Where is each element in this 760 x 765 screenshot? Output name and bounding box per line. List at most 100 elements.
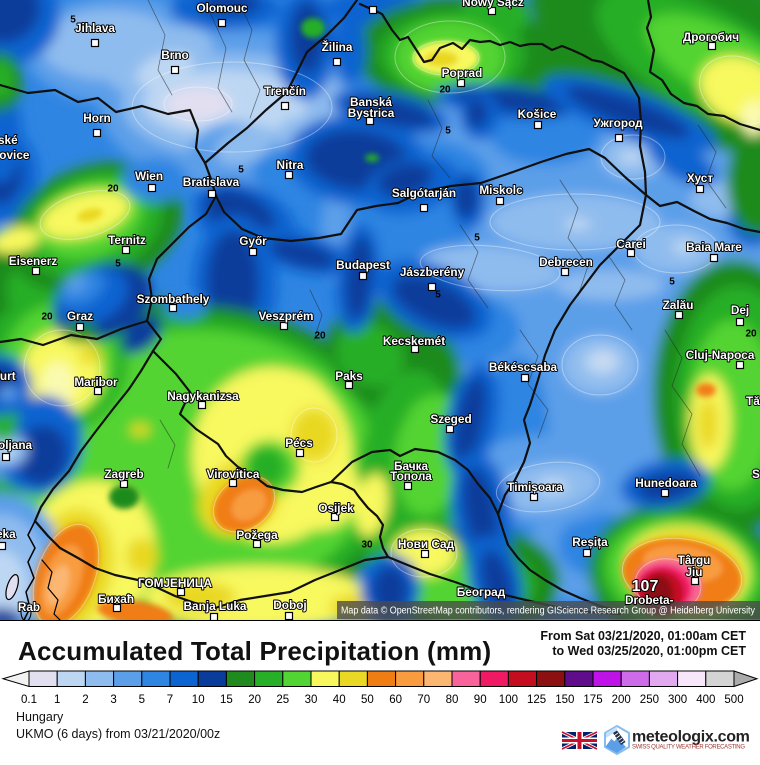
svg-text:Salgótarján: Salgótarján: [392, 186, 456, 200]
svg-text:100: 100: [499, 694, 518, 706]
svg-text:1: 1: [54, 694, 60, 706]
svg-text:Cluj-Napoca: Cluj-Napoca: [686, 348, 755, 362]
svg-text:15: 15: [220, 694, 233, 706]
svg-text:Београд: Београд: [457, 585, 506, 599]
svg-text:Debrecen: Debrecen: [539, 255, 593, 269]
svg-text:Jihlava: Jihlava: [75, 21, 115, 35]
svg-text:150: 150: [555, 694, 574, 706]
svg-text:2: 2: [82, 694, 88, 706]
svg-text:125: 125: [527, 694, 546, 706]
svg-text:200: 200: [612, 694, 631, 706]
svg-text:80: 80: [446, 694, 459, 706]
svg-text:3: 3: [110, 694, 116, 706]
svg-text:25: 25: [276, 694, 289, 706]
svg-text:20: 20: [314, 331, 326, 342]
svg-text:10: 10: [192, 694, 205, 706]
svg-text:Nitra: Nitra: [277, 158, 304, 172]
svg-text:oljana: oljana: [0, 438, 33, 452]
svg-text:jovice: jovice: [0, 148, 30, 162]
svg-text:Târgu: Târgu: [678, 553, 711, 567]
svg-text:Nowy Sącz: Nowy Sącz: [462, 0, 524, 9]
svg-text:Osijek: Osijek: [318, 501, 354, 515]
svg-text:Tă: Tă: [746, 394, 760, 408]
svg-text:Banja Luka: Banja Luka: [184, 599, 247, 613]
svg-text:Budapest: Budapest: [336, 258, 390, 272]
svg-text:Košice: Košice: [518, 107, 557, 121]
svg-text:Wien: Wien: [135, 169, 163, 183]
svg-text:Szombathely: Szombathely: [137, 292, 210, 306]
svg-text:Ужгород: Ужгород: [593, 116, 643, 130]
svg-text:30: 30: [305, 694, 318, 706]
svg-text:Paks: Paks: [335, 369, 363, 383]
svg-text:5: 5: [435, 290, 441, 301]
svg-text:Eisenerz: Eisenerz: [9, 254, 58, 268]
svg-text:furt: furt: [0, 369, 16, 383]
svg-text:SWISS QUALITY WEATHER FORECAST: SWISS QUALITY WEATHER FORECASTING: [632, 745, 745, 751]
svg-text:5: 5: [445, 126, 451, 137]
svg-text:175: 175: [583, 694, 602, 706]
svg-text:50: 50: [361, 694, 374, 706]
svg-text:Бачка: Бачка: [394, 459, 428, 473]
svg-text:Miskolc: Miskolc: [479, 183, 523, 197]
svg-text:Békéscsaba: Békéscsaba: [489, 360, 558, 374]
svg-text:Timișoara: Timișoara: [507, 480, 563, 494]
svg-text:5: 5: [238, 165, 244, 176]
svg-text:20: 20: [41, 312, 53, 323]
svg-text:Veszprém: Veszprém: [258, 309, 313, 323]
svg-text:Zalău: Zalău: [663, 298, 694, 312]
svg-text:Doboj: Doboj: [273, 598, 306, 612]
svg-text:7: 7: [167, 694, 173, 706]
svg-text:Rab: Rab: [18, 600, 40, 614]
svg-text:Trenčín: Trenčín: [264, 84, 306, 98]
svg-text:S: S: [752, 467, 760, 481]
svg-text:0.1: 0.1: [21, 694, 37, 706]
svg-text:40: 40: [333, 694, 346, 706]
svg-text:Carei: Carei: [616, 237, 646, 251]
svg-text:Zagreb: Zagreb: [104, 467, 143, 481]
svg-text:250: 250: [640, 694, 659, 706]
svg-text:Map data © OpenStreetMap contr: Map data © OpenStreetMap contributors, r…: [341, 606, 755, 617]
svg-text:Хуст: Хуст: [687, 171, 714, 185]
svg-text:Graz: Graz: [67, 309, 93, 323]
svg-text:5: 5: [70, 15, 76, 26]
svg-text:Poprad: Poprad: [442, 66, 483, 80]
svg-text:meteologix.com: meteologix.com: [632, 729, 750, 746]
svg-text:Hunedoara: Hunedoara: [635, 476, 697, 490]
svg-text:300: 300: [668, 694, 687, 706]
svg-text:Maribor: Maribor: [74, 375, 118, 389]
svg-text:Jászberény: Jászberény: [400, 265, 465, 279]
svg-text:Požega: Požega: [236, 528, 278, 542]
svg-text:Дрогобич: Дрогобич: [683, 30, 739, 44]
svg-text:Baia Mare: Baia Mare: [686, 240, 742, 254]
svg-text:107: 107: [632, 578, 659, 595]
svg-text:5: 5: [474, 233, 480, 244]
svg-text:Топола: Топола: [390, 469, 432, 483]
svg-text:Dej: Dej: [731, 303, 749, 317]
svg-text:5: 5: [139, 694, 145, 706]
svg-text:Brno: Brno: [161, 48, 189, 62]
svg-text:ské: ské: [0, 133, 18, 147]
svg-text:5: 5: [669, 277, 675, 288]
svg-text:20: 20: [107, 184, 119, 195]
svg-text:Reșița: Reșița: [572, 535, 608, 549]
svg-text:60: 60: [389, 694, 402, 706]
svg-text:Horn: Horn: [83, 111, 111, 125]
svg-text:eka: eka: [0, 527, 16, 541]
svg-text:Kecskemét: Kecskemét: [383, 334, 445, 348]
svg-text:Drobeta-: Drobeta-: [625, 593, 674, 607]
svg-text:Szeged: Szeged: [430, 412, 471, 426]
svg-text:20: 20: [745, 329, 757, 340]
svg-text:Ternitz: Ternitz: [108, 233, 146, 247]
svg-text:Нови Сад: Нови Сад: [398, 537, 455, 551]
svg-text:Olomouc: Olomouc: [196, 1, 248, 15]
svg-text:Бихаћ: Бихаћ: [98, 592, 134, 606]
svg-text:20: 20: [248, 694, 261, 706]
svg-text:400: 400: [696, 694, 715, 706]
svg-text:Banská: Banská: [350, 95, 392, 109]
svg-text:Pécs: Pécs: [285, 436, 313, 450]
svg-text:Győr: Győr: [239, 234, 267, 248]
svg-text:90: 90: [474, 694, 487, 706]
svg-text:5: 5: [115, 259, 121, 270]
svg-text:Virovitica: Virovitica: [207, 467, 260, 481]
svg-text:Nagykanizsa: Nagykanizsa: [167, 389, 239, 403]
